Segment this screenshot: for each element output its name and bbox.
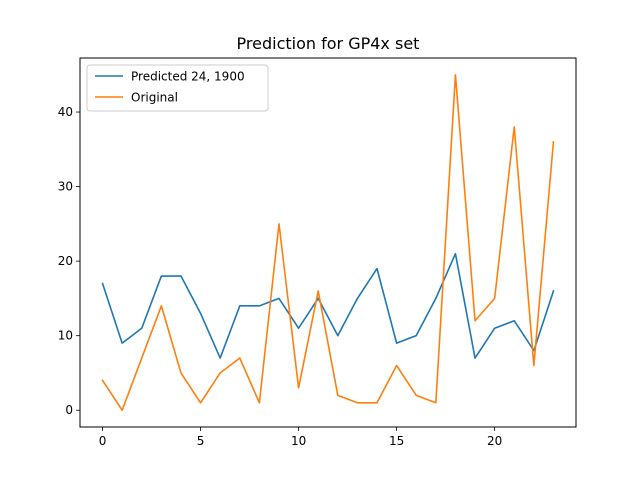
y-tick-label: 40	[58, 105, 73, 119]
legend-box	[86, 64, 269, 112]
y-axis: 0 10 20 30 40	[58, 105, 80, 417]
legend-label-2: Original	[131, 91, 178, 105]
legend: Predicted 24, 1900 Original	[86, 64, 269, 112]
x-tick-label: 15	[389, 434, 404, 448]
y-tick-label: 10	[58, 329, 73, 343]
series-line-2	[101, 73, 555, 412]
chart-title: Prediction for GP4x set	[237, 34, 420, 53]
x-axis: 0 5 10 15 20	[99, 427, 502, 448]
y-tick-label: 30	[58, 180, 73, 194]
y-tick-label: 0	[65, 403, 73, 417]
y-tick-label: 20	[58, 254, 73, 268]
x-tick-label: 0	[99, 434, 107, 448]
legend-label-1: Predicted 24, 1900	[131, 70, 245, 84]
series-lines	[101, 73, 555, 412]
x-tick-label: 10	[291, 434, 306, 448]
x-tick-label: 5	[197, 434, 205, 448]
series-line-1	[101, 252, 555, 359]
plot-area-frame	[79, 57, 577, 428]
x-tick-label: 20	[487, 434, 502, 448]
